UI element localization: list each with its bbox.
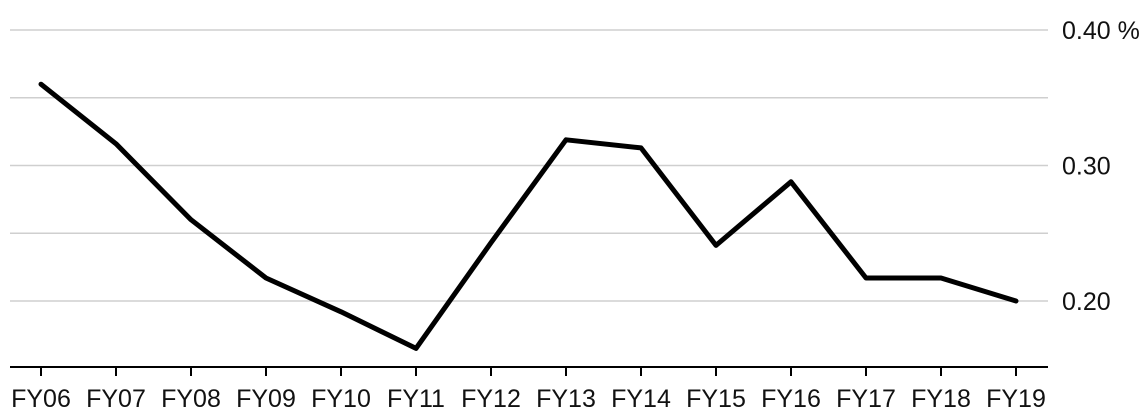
y-axis-labels: 0.40 % 0.30 0.20 <box>1062 17 1140 316</box>
y-tick-label: 0.30 <box>1062 153 1111 181</box>
y-tick-label: 0.20 <box>1062 288 1111 316</box>
x-axis-ticks <box>40 367 1017 376</box>
x-tick-label: FY09 <box>236 385 296 413</box>
x-tick-label: FY08 <box>161 385 221 413</box>
x-tick-label: FY15 <box>686 385 746 413</box>
x-tick-label: FY17 <box>836 385 896 413</box>
x-tick-label: FY10 <box>311 385 371 413</box>
x-tick-label: FY18 <box>911 385 971 413</box>
series-line <box>38 81 1019 351</box>
x-axis-labels: FY06 FY07 FY08 FY09 FY10 FY11 FY12 FY13 FY14 FY15… <box>11 385 1046 413</box>
x-tick-label: FY06 <box>11 385 71 413</box>
series-layer <box>38 81 1019 351</box>
x-tick-label: FY19 <box>986 385 1046 413</box>
gridlines <box>10 29 1048 302</box>
y-tick-label: 0.40 % <box>1062 17 1140 45</box>
x-tick-label: FY14 <box>611 385 671 413</box>
x-tick-label: FY11 <box>387 385 445 413</box>
x-tick-label: FY12 <box>461 385 521 413</box>
x-tick-label: FY16 <box>761 385 821 413</box>
x-tick-label: FY13 <box>536 385 596 413</box>
x-tick-label: FY07 <box>86 385 146 413</box>
